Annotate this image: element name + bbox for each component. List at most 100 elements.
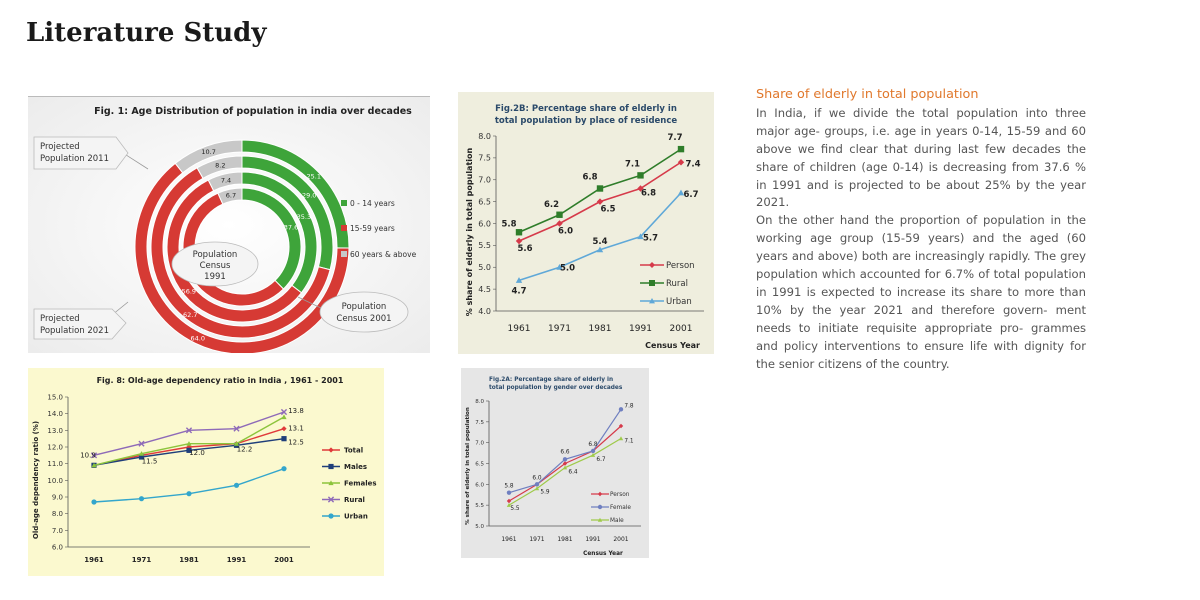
x-tick-label: 1971 xyxy=(132,556,152,564)
x-tick-label: 1971 xyxy=(529,536,544,543)
data-label: 5.8 xyxy=(504,484,514,490)
y-tick-label: 7.5 xyxy=(475,420,484,426)
data-point xyxy=(506,498,512,504)
data-point xyxy=(506,502,512,507)
data-point xyxy=(562,457,568,462)
y-tick-label: 8.0 xyxy=(475,399,484,405)
data-label: 6.5 xyxy=(600,205,615,215)
data-point xyxy=(185,427,193,434)
data-point xyxy=(281,426,287,432)
elderly-by-gender-chart: Fig.2A: Percentage share of elderly in t… xyxy=(465,377,641,557)
chart-title-line2: total population by gender over decades xyxy=(489,385,623,391)
data-point xyxy=(618,407,624,412)
legend-marker xyxy=(328,480,334,486)
legend-label-females: Females xyxy=(344,480,377,488)
legend-label-rural: Rural xyxy=(666,279,688,289)
y-axis-label: % share of elderly in total population xyxy=(465,407,471,525)
legend-marker xyxy=(328,513,334,519)
chart-title-line1: Fig.2A: Percentage share of elderly in xyxy=(489,377,613,383)
x-tick-label: 1961 xyxy=(84,556,104,564)
data-point xyxy=(562,465,568,470)
x-tick-label: 1991 xyxy=(585,536,600,543)
data-label: 7.4 xyxy=(685,159,700,169)
data-point xyxy=(138,496,145,502)
paragraph: On the other hand the proportion of popu… xyxy=(756,213,1086,371)
legend-label-total: Total xyxy=(344,447,363,455)
data-point xyxy=(677,145,685,153)
legend-marker xyxy=(328,447,334,453)
ring-label-2011-line2: Population 2011 xyxy=(40,154,109,164)
x-tick-label: 2001 xyxy=(670,324,693,334)
data-point xyxy=(515,229,523,236)
data-point xyxy=(90,452,98,459)
elderly-by-residence-chart: Fig.2B: Percentage share of elderly in t… xyxy=(465,104,704,350)
data-point xyxy=(596,246,604,253)
data-label: 13.8 xyxy=(288,407,304,415)
y-tick-label: 5.5 xyxy=(475,503,484,509)
data-point xyxy=(596,198,604,205)
data-point xyxy=(281,414,287,420)
data-point xyxy=(590,452,596,457)
figure-elderly-by-gender: Fig.2A: Percentage share of elderly in t… xyxy=(461,368,649,558)
data-label: 5.8 xyxy=(501,219,516,229)
donut-value-label: 6.7 xyxy=(226,192,236,200)
legend-marker xyxy=(597,504,603,510)
side-text-block: Share of elderly in total population In … xyxy=(756,86,1086,374)
y-tick-label: 6.5 xyxy=(478,197,491,206)
ring-label-2021-line2: Population 2021 xyxy=(40,326,109,336)
data-point xyxy=(637,172,644,179)
x-tick-label: 1991 xyxy=(629,324,652,334)
data-point xyxy=(138,451,145,456)
data-point xyxy=(233,482,240,488)
legend-label-person: Person xyxy=(666,261,695,271)
x-tick-label: 1981 xyxy=(179,556,199,564)
data-label: 13.1 xyxy=(288,425,304,433)
legend-marker xyxy=(649,280,655,286)
donut-value-label: 7.4 xyxy=(221,176,231,184)
donut-value-label: 29.0 xyxy=(302,191,316,199)
data-label: 7.7 xyxy=(667,133,682,143)
legend-marker xyxy=(649,262,655,268)
old-age-dependency-chart: Fig. 8: Old-age dependency ratio in Indi… xyxy=(32,376,377,564)
ring-label-1991-line3: 1991 xyxy=(204,272,226,282)
legend-label-male: Male xyxy=(610,518,624,524)
data-label: 5.4 xyxy=(592,237,607,247)
legend-0-14: 0 - 14 years xyxy=(350,199,395,208)
y-tick-label: 6.0 xyxy=(478,219,491,228)
data-label: 12.2 xyxy=(237,446,253,454)
y-tick-label: 15.0 xyxy=(47,393,63,401)
x-tick-label: 1991 xyxy=(227,556,247,564)
chart-title-line1: Fig.2B: Percentage share of elderly in xyxy=(495,104,677,114)
donut-segment xyxy=(207,171,243,192)
y-tick-label: 11.0 xyxy=(47,460,63,468)
data-point xyxy=(186,491,192,497)
data-point xyxy=(281,436,287,442)
data-point xyxy=(506,490,512,495)
x-axis-label: Census Year xyxy=(583,551,623,557)
data-label: 6.8 xyxy=(588,442,598,448)
ring-label-2001-line2: Census 2001 xyxy=(336,314,391,324)
figure-elderly-by-residence: Fig.2B: Percentage share of elderly in t… xyxy=(458,92,714,354)
donut-value-label: 25.1 xyxy=(307,172,321,180)
data-label: 6.0 xyxy=(558,227,573,237)
legend-swatch-15-59 xyxy=(341,225,347,231)
data-point xyxy=(556,220,563,227)
donut-value-label: 62.7 xyxy=(183,311,197,319)
data-point xyxy=(534,486,540,491)
ring-label-2001-line1: Population xyxy=(342,302,387,312)
page-title: Literature Study xyxy=(26,18,267,48)
data-label: 5.0 xyxy=(560,263,575,273)
ring-label-1991-line1: Population xyxy=(193,250,238,260)
y-axis-label: % share of elderly in total population xyxy=(465,147,474,316)
figure-old-age-dependency: Fig. 8: Old-age dependency ratio in Indi… xyxy=(28,368,384,576)
donut-value-label: 37.6 xyxy=(284,223,298,231)
legend-60-above: 60 years & above xyxy=(350,250,417,259)
donut-segment xyxy=(174,139,243,174)
x-tick-label: 1981 xyxy=(557,536,572,543)
data-label: 6.6 xyxy=(560,449,570,455)
legend-label-urban: Urban xyxy=(344,513,368,521)
y-tick-label: 8.0 xyxy=(52,510,63,518)
data-point xyxy=(233,441,240,446)
legend-marker xyxy=(597,491,603,497)
data-point xyxy=(637,233,644,240)
